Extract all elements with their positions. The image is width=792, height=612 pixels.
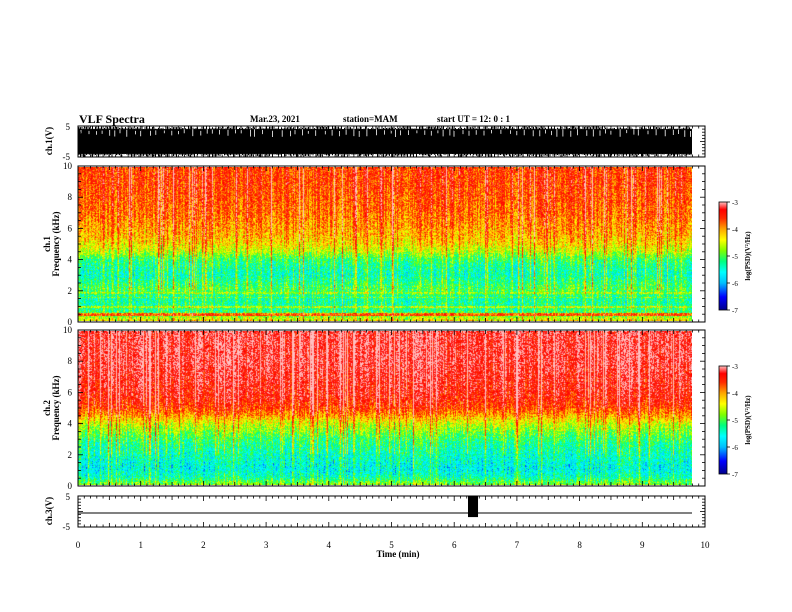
spec1-ytick-label: 8 (68, 192, 73, 202)
ch1-waveform-panel: 5 -5 ch.1(V) (44, 122, 706, 162)
spec2-ytick-label: 10 (63, 325, 73, 335)
ch1-spectrogram-ytick-labels: 0 2 4 6 8 10 (63, 161, 73, 327)
ch1-spectrogram-panel: 0 2 4 6 8 10 ch.1 Frequency (kHz) (42, 161, 706, 327)
ch1-ytick-top: 5 (66, 122, 71, 132)
chart-title: VLF Spectra (79, 112, 145, 126)
x-tick-label: 7 (515, 540, 520, 550)
ch3-ytick-bottom: -5 (63, 522, 71, 532)
ch1-spectrogram-ylabel-channel: ch.1 (42, 236, 52, 252)
ch1-colorbar-tick-label: -3 (732, 199, 738, 207)
spec1-ytick-label: 4 (68, 255, 73, 265)
x-axis-title: Time (min) (376, 549, 419, 559)
ch2-spectrogram-ytick-labels: 0 2 4 6 8 10 (63, 325, 73, 491)
ch3-waveform-ylabel: ch.3(V) (44, 497, 54, 525)
ch2-colorbar-gradient (718, 365, 728, 475)
x-tick-label: 5 (389, 540, 394, 550)
x-tick-label: 6 (452, 540, 457, 550)
ch1-spectrogram-ticks (77, 165, 706, 323)
start-time-label: start UT = 12: 0 : 1 (437, 114, 510, 124)
ch1-waveform-ticks (77, 125, 706, 158)
ch2-colorbar-tick-label: -6 (732, 444, 738, 452)
x-tick-label: 4 (327, 540, 332, 550)
ch2-colorbar-tick-label: -7 (732, 471, 738, 479)
ch1-waveform-gaps (80, 129, 691, 137)
ch2-colorbar-tick-labels: -3 -4 -5 -6 -7 (727, 363, 738, 479)
ch1-colorbar-tick-labels: -3 -4 -5 -6 -7 (727, 199, 738, 315)
ch1-colorbar-tick-label: -7 (732, 307, 738, 315)
spec2-ytick-label: 0 (68, 481, 73, 491)
spec1-ytick-label: 0 (68, 317, 73, 327)
ch2-colorbar-label: log(PSD)(V²/Hz) (744, 395, 752, 445)
ch3-waveform-ticks (77, 495, 706, 528)
ch1-colorbar-tick-label: -4 (732, 226, 738, 234)
ch2-spectrogram-image (78, 331, 692, 485)
date-label: Mar.23, 2021 (250, 114, 300, 124)
ch2-colorbar-tick-label: -3 (732, 363, 738, 371)
ch2-spectrogram-ylabel-channel: ch.2 (42, 400, 52, 416)
x-tick-label: 8 (577, 540, 582, 550)
x-tick-label: 10 (701, 540, 711, 550)
station-label: station=MAM (343, 114, 398, 124)
spec2-ytick-label: 2 (68, 450, 73, 460)
ch3-ytick-top: 5 (66, 492, 71, 502)
spec2-ytick-label: 8 (68, 356, 73, 366)
x-tick-label: 1 (138, 540, 143, 550)
x-tick-label: 2 (201, 540, 206, 550)
spec1-ytick-label: 2 (68, 286, 73, 296)
ch1-waveform-ylabel: ch.1(V) (44, 127, 54, 155)
ch1-spectrogram-image (78, 167, 692, 321)
ch1-waveform-trace (78, 126, 692, 157)
ch2-spectrogram-ylabel-frequency: Frequency (kHz) (51, 375, 61, 440)
spec2-ytick-label: 6 (68, 387, 73, 397)
ch1-colorbar-tick-label: -6 (732, 280, 738, 288)
ch1-ytick-bottom: -5 (63, 152, 71, 162)
ch2-colorbar-tick-label: -5 (732, 417, 738, 425)
ch1-waveform-peaks (78, 126, 692, 157)
ch1-colorbar-gradient (718, 201, 728, 311)
x-tick-label: 0 (76, 540, 81, 550)
ch1-spectrogram-ylabel-frequency: Frequency (kHz) (51, 211, 61, 276)
ch2-spectrogram-ticks (77, 329, 706, 487)
spec1-ytick-label: 6 (68, 223, 73, 233)
ch3-pulse (467, 496, 479, 518)
spec2-ytick-label: 4 (68, 419, 73, 429)
ch2-colorbar: -3 -4 -5 -6 -7 log(PSD)(V²/Hz) (718, 363, 752, 479)
ch1-colorbar: -3 -4 -5 -6 -7 log(PSD)(V²/Hz) (718, 199, 752, 315)
ch3-waveform-panel: 5 -5 ch.3(V) (44, 492, 706, 532)
ch2-colorbar-tick-label: -4 (732, 390, 738, 398)
spec1-ytick-label: 10 (63, 161, 73, 171)
x-axis-tick-labels: 0 1 2 3 4 5 6 7 8 9 10 (76, 540, 710, 550)
ch1-colorbar-tick-label: -5 (732, 253, 738, 261)
x-tick-label: 3 (264, 540, 269, 550)
ch1-colorbar-label: log(PSD)(V²/Hz) (744, 231, 752, 281)
x-tick-label: 9 (640, 540, 645, 550)
ch2-spectrogram-panel: 0 2 4 6 8 10 ch.2 Frequency (kHz) (42, 325, 706, 491)
